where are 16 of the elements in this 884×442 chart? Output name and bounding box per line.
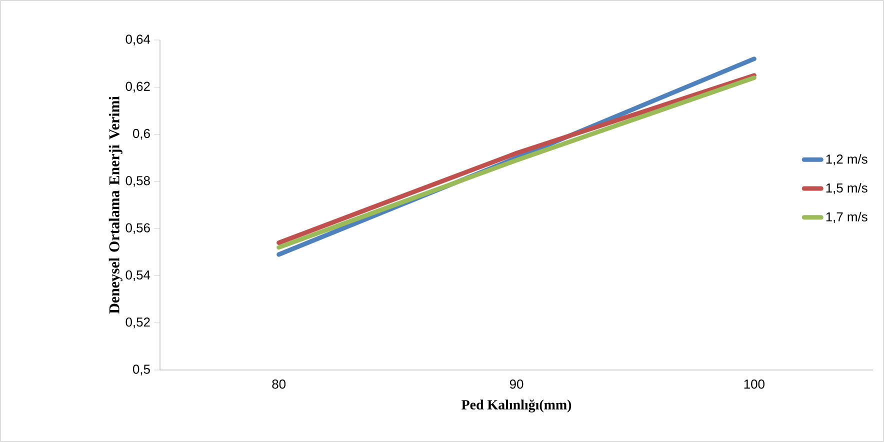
y-tick-label: 0,5 bbox=[132, 364, 150, 376]
x-tick-label: 100 bbox=[744, 380, 764, 389]
y-tick-label: 0,58 bbox=[126, 176, 150, 187]
legend-label: 1,7 m/s bbox=[826, 212, 868, 223]
x-tick-label: 90 bbox=[510, 380, 524, 389]
legend-label: 1,2 m/s bbox=[826, 154, 868, 166]
y-tick-label: 0,52 bbox=[126, 318, 150, 328]
y-tick-label: 0,54 bbox=[126, 270, 150, 282]
legend-label: 1,5 m/s bbox=[826, 183, 868, 194]
y-axis-title: Deneysel Ortalama Enerji Verimi bbox=[108, 96, 122, 314]
x-axis-title: Ped Kalınlığı(mm) bbox=[462, 400, 572, 412]
y-tick-label: 0,62 bbox=[126, 82, 150, 92]
x-tick-label: 80 bbox=[272, 380, 286, 389]
y-tick-label: 0,64 bbox=[126, 34, 150, 46]
y-tick-label: 0,56 bbox=[126, 223, 150, 234]
y-tick-label: 0,6 bbox=[132, 128, 150, 140]
